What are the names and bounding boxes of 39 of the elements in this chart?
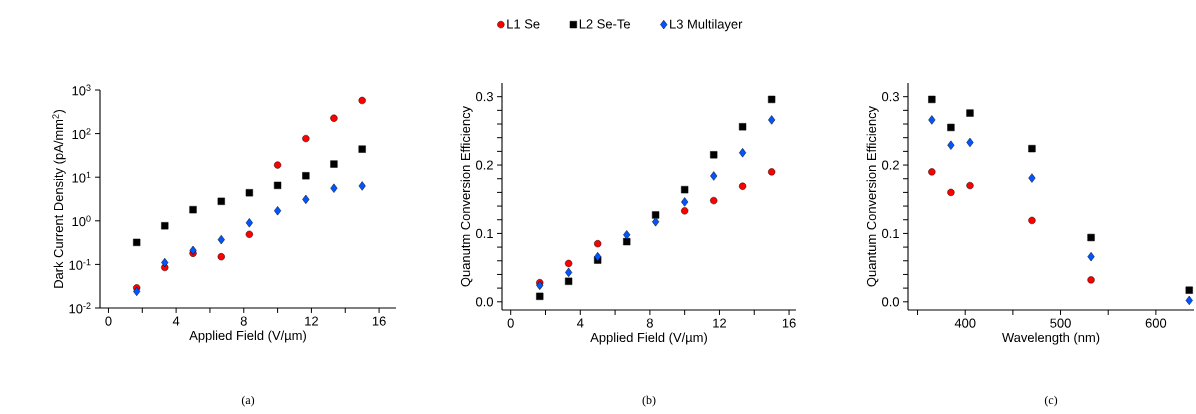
legend-label: L3 Multilayer xyxy=(670,19,743,32)
y-axis-title: Dark Current Density (pA/mm$^{2}$) xyxy=(52,109,66,288)
x-tick-label: 8 xyxy=(646,318,653,328)
y-tick-label: 0.1 xyxy=(882,228,899,239)
y-tick-label: 0.2 xyxy=(476,160,493,170)
y-tick-label: 10$^{2}$ xyxy=(72,128,91,139)
y-tick-label: 10$^{-1}$ xyxy=(69,259,91,270)
x-tick-label: 0 xyxy=(105,316,112,326)
x-tick-label: 8 xyxy=(240,316,247,326)
x-tick-label: 600 xyxy=(1145,318,1167,328)
y-tick-label: 0.2 xyxy=(882,160,899,170)
legend-label: L1 Se xyxy=(507,19,540,29)
x-tick-label: 16 xyxy=(372,316,386,326)
x-tick-label: 12 xyxy=(713,318,727,328)
y-axis-title: Quantum Conversion Efficiency xyxy=(866,105,879,287)
y-tick-label: 0.0 xyxy=(476,297,493,307)
x-tick-label: 400 xyxy=(954,318,976,328)
y-tick-label: 10$^{0}$ xyxy=(72,215,91,227)
text: (b) xyxy=(642,395,656,407)
text: (c) xyxy=(1044,395,1058,407)
x-tick-label: 4 xyxy=(172,316,180,326)
x-tick-label: 16 xyxy=(782,318,796,328)
y-axis-title: Quanutm Conversion Efficiency xyxy=(460,105,473,287)
x-axis-title: Wavelength (nm) xyxy=(1002,332,1100,345)
y-tick-label: 10$^{-2}$ xyxy=(69,302,91,314)
y-tick-label: 0.0 xyxy=(882,297,900,307)
y-tick-label: 0.1 xyxy=(476,228,493,239)
text: (a) xyxy=(241,395,255,407)
legend-label: L2 Se-Te xyxy=(579,19,630,29)
x-axis-title: Applied Field (V/µm) xyxy=(590,332,707,345)
x-axis-title: Applied Field (V/µm) xyxy=(189,330,306,343)
x-tick-label: 500 xyxy=(1050,318,1071,328)
y-tick-label: 10$^{3}$ xyxy=(72,84,91,96)
y-tick-label: 0.3 xyxy=(882,92,899,102)
y-tick-label: 10$^{1}$ xyxy=(72,171,91,183)
y-tick-label: 0.3 xyxy=(476,92,493,102)
x-tick-label: 12 xyxy=(305,316,318,326)
x-tick-label: 4 xyxy=(576,318,584,328)
x-tick-label: 0 xyxy=(507,318,514,328)
